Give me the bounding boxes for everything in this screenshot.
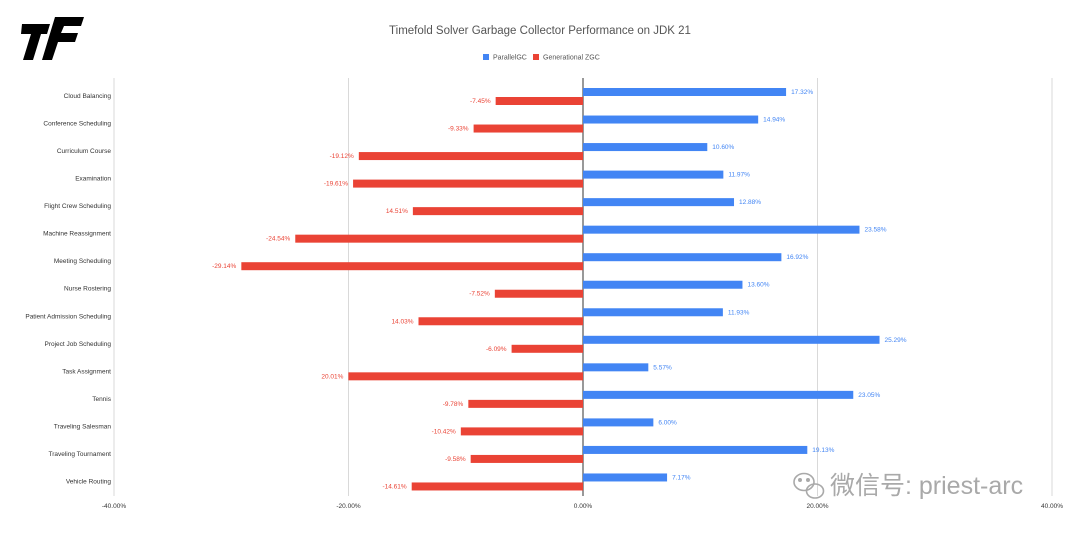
category-label: Vehicle Routing bbox=[66, 478, 112, 485]
bar-parallelgc bbox=[583, 253, 782, 262]
category-label: Nurse Rostering bbox=[64, 286, 111, 293]
data-label: 6.00% bbox=[658, 419, 677, 426]
category-label: Meeting Scheduling bbox=[54, 258, 111, 265]
data-label: 10.60% bbox=[712, 144, 734, 151]
data-label: 12.88% bbox=[739, 199, 761, 206]
category-label: Project Job Scheduling bbox=[45, 341, 112, 348]
category-label: Conference Scheduling bbox=[43, 121, 111, 128]
data-label: 16.92% bbox=[786, 254, 808, 261]
bar-parallelgc bbox=[583, 335, 880, 344]
watermark: 微信号: priest-arc bbox=[793, 472, 1023, 500]
bars bbox=[241, 88, 880, 491]
bar-parallelgc bbox=[583, 473, 668, 482]
data-label: 14.03% bbox=[391, 318, 413, 325]
bar-generational-zgc bbox=[470, 454, 583, 463]
data-label: 19.13% bbox=[812, 447, 834, 454]
bar-parallelgc bbox=[583, 418, 654, 427]
x-tick-label: 20.00% bbox=[806, 503, 828, 510]
bar-parallelgc bbox=[583, 390, 854, 399]
data-label: 13.60% bbox=[747, 282, 769, 289]
data-label: -24.54% bbox=[266, 236, 290, 243]
data-label: -7.52% bbox=[469, 291, 490, 298]
legend-swatch-parallelgc bbox=[483, 54, 489, 60]
data-label: 23.58% bbox=[864, 227, 886, 234]
bar-generational-zgc bbox=[494, 289, 583, 298]
data-label: 14.94% bbox=[763, 117, 785, 124]
bar-parallelgc bbox=[583, 225, 860, 234]
bar-parallelgc bbox=[583, 170, 724, 179]
bar-generational-zgc bbox=[511, 344, 583, 353]
data-label: 5.57% bbox=[653, 364, 672, 371]
bar-parallelgc bbox=[583, 280, 743, 289]
category-label: Traveling Tournament bbox=[48, 451, 111, 458]
bar-parallelgc bbox=[583, 143, 708, 152]
data-label: 20.01% bbox=[321, 373, 343, 380]
category-label: Task Assignment bbox=[62, 368, 111, 375]
bar-parallelgc bbox=[583, 445, 808, 454]
bar-parallelgc bbox=[583, 308, 723, 317]
legend-label-generational-zgc: Generational ZGC bbox=[543, 55, 600, 62]
bar-generational-zgc bbox=[473, 124, 583, 133]
bar-generational-zgc bbox=[460, 427, 583, 436]
data-label: 7.17% bbox=[672, 474, 691, 481]
data-label: -9.33% bbox=[448, 126, 469, 133]
category-label: Patient Admission Scheduling bbox=[25, 313, 111, 320]
chart-title: Timefold Solver Garbage Collector Perfor… bbox=[389, 25, 691, 37]
bar-generational-zgc bbox=[241, 262, 583, 271]
category-label: Examination bbox=[75, 176, 111, 183]
bar-parallelgc bbox=[583, 115, 759, 124]
data-label: -29.14% bbox=[212, 263, 236, 270]
bar-parallelgc bbox=[583, 88, 787, 96]
x-tick-label: -20.00% bbox=[336, 503, 360, 510]
timefold-logo bbox=[21, 17, 84, 60]
category-label: Machine Reassignment bbox=[43, 231, 111, 238]
bar-generational-zgc bbox=[418, 317, 583, 326]
category-label: Curriculum Course bbox=[57, 148, 112, 155]
category-label: Tennis bbox=[92, 396, 112, 403]
legend-label-parallelgc: ParallelGC bbox=[493, 55, 527, 62]
bar-generational-zgc bbox=[468, 399, 583, 408]
data-label: -10.42% bbox=[432, 428, 456, 435]
data-label: 23.05% bbox=[858, 392, 880, 399]
data-label: 11.97% bbox=[728, 172, 750, 179]
data-label: -6.09% bbox=[486, 346, 507, 353]
data-label: 14.51% bbox=[386, 208, 408, 215]
bar-parallelgc bbox=[583, 363, 649, 372]
labels: -40.00% -20.00% 0.00% 20.00% 40.00% Cloud Bal… bbox=[25, 89, 1063, 510]
bar-generational-zgc bbox=[411, 482, 583, 491]
data-label: -19.12% bbox=[330, 153, 354, 160]
data-label: 17.32% bbox=[791, 89, 813, 96]
x-tick-label: -40.00% bbox=[102, 503, 126, 510]
bar-generational-zgc bbox=[358, 152, 583, 161]
category-label: Flight Crew Scheduling bbox=[44, 203, 111, 210]
category-label: Cloud Balancing bbox=[64, 93, 112, 100]
bar-generational-zgc bbox=[348, 372, 583, 381]
data-label: -9.58% bbox=[445, 456, 466, 463]
data-label: -19.61% bbox=[324, 181, 348, 188]
data-label: -14.61% bbox=[382, 483, 406, 490]
data-label: 25.29% bbox=[885, 337, 907, 344]
bar-generational-zgc bbox=[353, 179, 583, 188]
wechat-icon bbox=[793, 472, 825, 499]
watermark-text: 微信号: priest-arc bbox=[830, 472, 1023, 500]
bar-generational-zgc bbox=[412, 207, 583, 216]
data-label: -7.45% bbox=[470, 98, 491, 105]
legend: ParallelGC Generational ZGC bbox=[483, 54, 600, 62]
x-tick-label: 40.00% bbox=[1041, 503, 1063, 510]
data-label: 11.93% bbox=[728, 309, 750, 316]
data-label: -9.78% bbox=[443, 401, 464, 408]
category-label: Traveling Salesman bbox=[54, 423, 112, 430]
bar-generational-zgc bbox=[295, 234, 583, 243]
bar-generational-zgc bbox=[495, 97, 583, 105]
legend-swatch-generational-zgc bbox=[533, 54, 539, 60]
bar-parallelgc bbox=[583, 198, 735, 207]
x-tick-label: 0.00% bbox=[574, 503, 593, 510]
